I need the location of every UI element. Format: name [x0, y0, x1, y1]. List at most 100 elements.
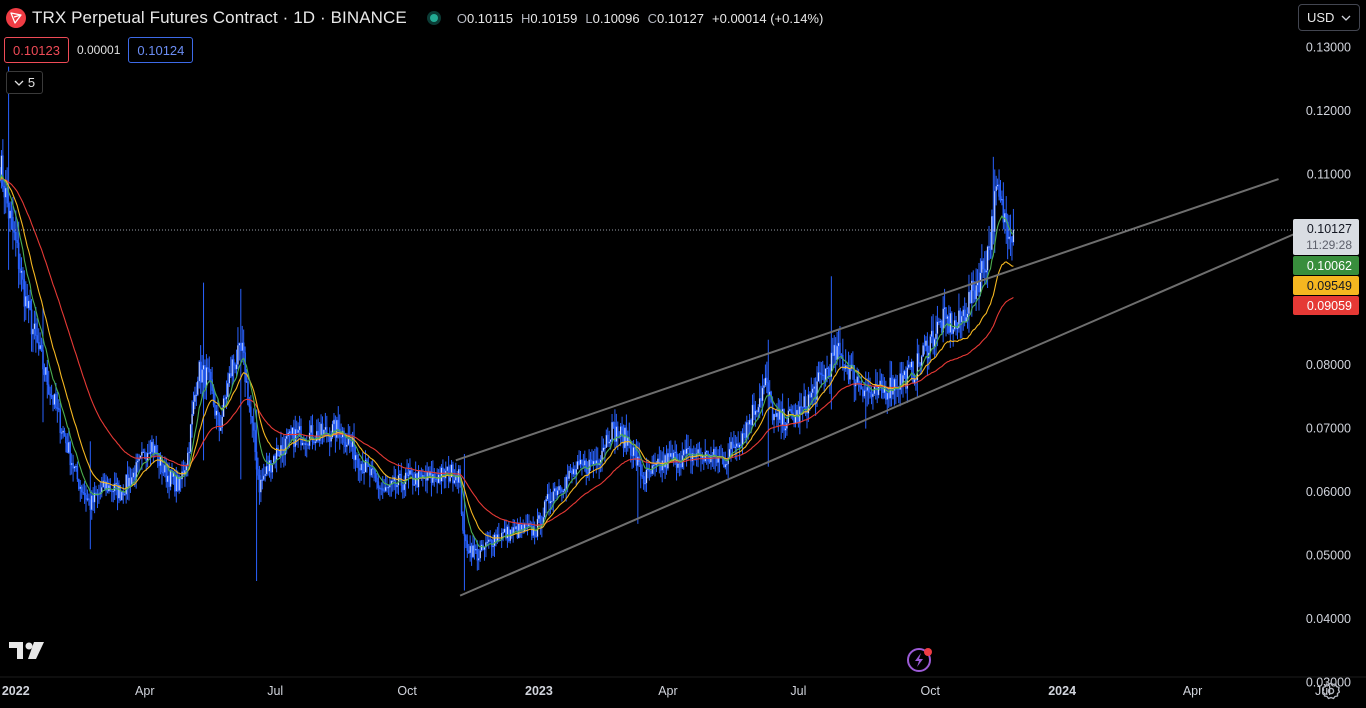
- candle-body: [817, 372, 820, 382]
- candle-body: [612, 421, 615, 424]
- candle-body: [12, 216, 14, 231]
- candle-body: [154, 445, 156, 454]
- candle-body: [533, 526, 536, 537]
- candle-body: [820, 373, 823, 376]
- candle-body: [1005, 213, 1007, 223]
- trendline: [455, 178, 1279, 462]
- candle-body: [56, 407, 59, 409]
- candle-body: [611, 421, 613, 440]
- candle-body: [111, 490, 113, 492]
- candle-body: [313, 441, 315, 444]
- candle-body: [992, 216, 995, 232]
- candle-body: [687, 447, 689, 450]
- gear-icon[interactable]: [1322, 682, 1340, 700]
- change-value: +0.00014 (+0.14%): [712, 10, 824, 26]
- candle-body: [45, 367, 47, 376]
- candle-body: [62, 430, 64, 433]
- candle-body: [238, 343, 241, 346]
- low-value: 0.10096: [592, 10, 640, 26]
- tradingview-logo-icon[interactable]: [8, 639, 46, 661]
- candle-body: [950, 312, 953, 335]
- candle-body: [1011, 239, 1013, 243]
- candle-body: [304, 443, 307, 445]
- candle-body: [39, 345, 41, 350]
- candle-body: [863, 390, 866, 397]
- candle-body: [37, 342, 40, 350]
- buy-button[interactable]: 0.10124: [128, 37, 194, 63]
- candle-body: [232, 359, 235, 366]
- candle-body: [637, 456, 639, 466]
- candle-body: [359, 467, 361, 471]
- candle-body: [204, 365, 206, 388]
- candle-body: [837, 342, 840, 347]
- candle-body: [758, 398, 761, 408]
- candle-body: [116, 482, 119, 499]
- candle-body: [771, 401, 774, 421]
- candle-body: [50, 395, 53, 398]
- candle-body: [93, 492, 96, 503]
- lightning-icon[interactable]: [906, 647, 934, 673]
- candle-body: [175, 475, 178, 492]
- x-tick-label: 2024: [1048, 684, 1076, 698]
- y-tick-label: 0.12000: [1306, 104, 1351, 118]
- candle-body: [17, 242, 20, 269]
- x-tick-label: Oct: [921, 684, 941, 698]
- candle-body: [743, 433, 745, 435]
- symbol-title[interactable]: TRX Perpetual Futures Contract · 1D · BI…: [32, 8, 407, 27]
- candle-body: [502, 532, 504, 534]
- x-tick-label: 2023: [525, 684, 553, 698]
- candle-body: [582, 463, 585, 466]
- candle-body: [591, 460, 593, 465]
- candle-body: [290, 431, 292, 436]
- candle-body: [65, 436, 67, 444]
- candle-body: [307, 443, 309, 446]
- candle-body: [789, 409, 791, 411]
- candle-body: [594, 460, 596, 464]
- candle-body: [622, 429, 625, 449]
- candle-body: [725, 463, 728, 466]
- candle-body: [288, 431, 291, 434]
- candle-body: [285, 435, 288, 439]
- candle-body: [756, 410, 758, 413]
- candle-body: [730, 441, 732, 450]
- candle-body: [842, 354, 844, 369]
- candle-body: [532, 526, 534, 536]
- candle-body: [463, 530, 466, 536]
- candle-body: [488, 539, 490, 543]
- candle-body: [25, 296, 27, 307]
- candle-body: [112, 490, 115, 493]
- candle-body: [562, 490, 565, 493]
- x-tick-label: Jul: [267, 684, 283, 698]
- candle-body: [14, 232, 17, 241]
- candle-body: [843, 367, 846, 370]
- candle-body: [115, 482, 117, 485]
- candle-body: [162, 471, 165, 474]
- candle-body: [968, 291, 970, 314]
- candle-body: [363, 471, 365, 474]
- candle-body: [330, 437, 332, 442]
- candle-body: [961, 315, 963, 323]
- candle-body: [641, 475, 643, 477]
- indicators-collapse-button[interactable]: 5: [6, 71, 43, 94]
- high-value: 0.10159: [530, 10, 578, 26]
- candle-body: [271, 463, 274, 473]
- candle-body: [813, 386, 815, 389]
- candle-body: [571, 470, 573, 475]
- currency-label: USD: [1307, 10, 1335, 25]
- candle-body: [32, 328, 34, 335]
- candle-body: [224, 398, 226, 400]
- candle-body: [619, 426, 622, 437]
- candle-body: [409, 470, 411, 475]
- candle-body: [615, 426, 618, 442]
- candle-body: [754, 410, 757, 415]
- candle-body: [939, 321, 942, 323]
- candle-body: [555, 488, 557, 496]
- candle-body: [469, 545, 471, 554]
- sell-button[interactable]: 0.10123: [4, 37, 69, 63]
- currency-select[interactable]: USD: [1298, 4, 1360, 31]
- candle-body: [983, 268, 986, 273]
- candle-body: [0, 155, 3, 180]
- candle-body: [465, 535, 467, 542]
- candle-body: [1002, 199, 1005, 223]
